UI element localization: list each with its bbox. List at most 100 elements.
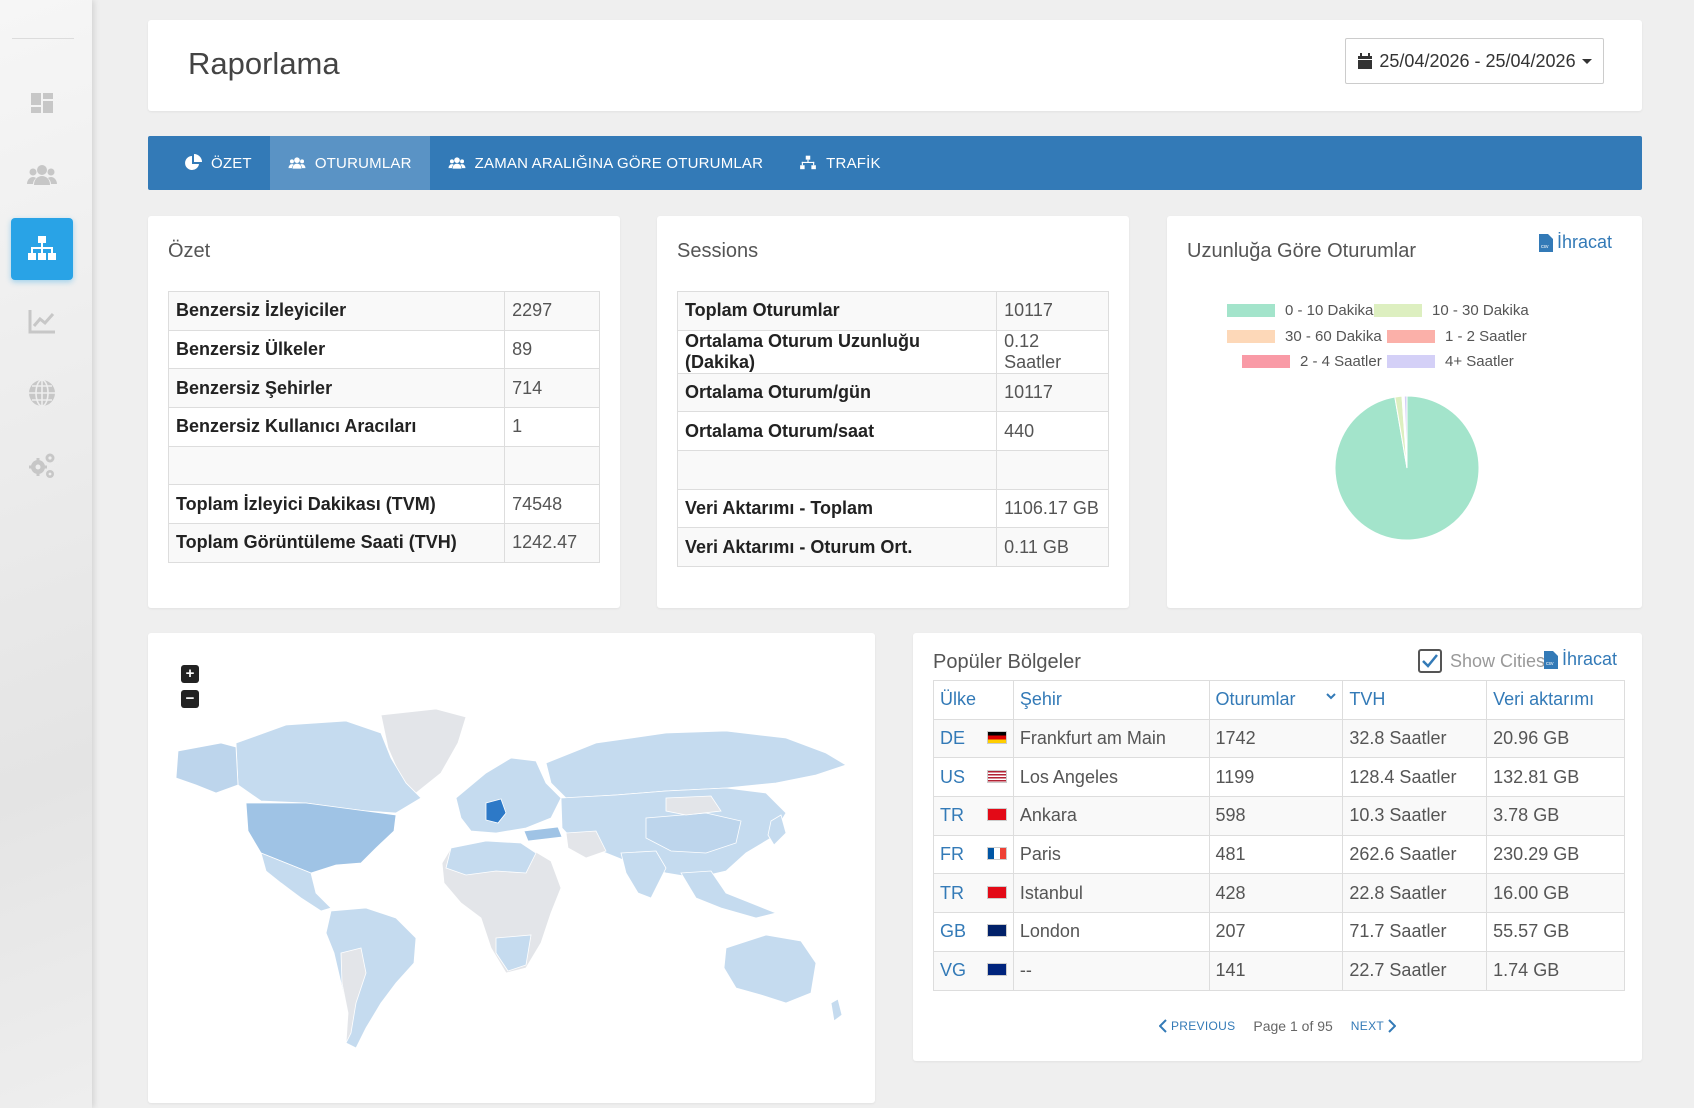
pie-chart [1334, 395, 1480, 541]
map-region-europe [455, 757, 562, 834]
tab-oturumlar[interactable]: OTURUMLAR [269, 136, 430, 190]
world-map[interactable] [166, 703, 856, 1063]
zoom-out-button[interactable]: − [181, 690, 199, 708]
tab-zaman-araligi[interactable]: ZAMAN ARALIĞINA GÖRE OTURUMLAR [430, 136, 782, 190]
stat-row [167, 445, 600, 486]
legend-item[interactable]: 30 - 60 Dakika [1227, 328, 1382, 345]
stat-label: Toplam Oturumlar [676, 291, 998, 331]
previous-page-button[interactable]: PREVIOUS [1158, 1019, 1236, 1033]
stat-row: Veri Aktarımı - Toplam 1106.17 GB [676, 488, 1109, 529]
sitemap-icon [28, 236, 56, 260]
dashboard-icon [31, 93, 53, 113]
country-code[interactable]: TR [940, 805, 964, 826]
legend-label: 10 - 30 Dakika [1432, 302, 1529, 319]
sidebar-item-traffic[interactable] [11, 218, 73, 280]
zoom-in-button[interactable]: + [181, 665, 199, 683]
tab-trafik[interactable]: TRAFİK [781, 136, 899, 190]
data-transfer-cell: 1.74 GB [1486, 950, 1625, 991]
svg-text:csv: csv [1541, 244, 1549, 250]
table-row[interactable]: GB London 207 71.7 Saatler 55.57 GB [933, 912, 1625, 952]
stat-label: Toplam İzleyici Dakikası (TVM) [167, 484, 506, 525]
country-code[interactable]: VG [940, 960, 967, 981]
duration-export-link[interactable]: csv İhracat [1539, 232, 1612, 253]
country-code[interactable]: TR [940, 882, 964, 903]
tab-ozet[interactable]: ÖZET [166, 136, 270, 190]
regions-export-link[interactable]: csv İhracat [1544, 649, 1617, 670]
map-region-south-america [325, 907, 417, 1049]
stat-label: Benzersiz İzleyiciler [167, 291, 506, 331]
stat-label: Toplam Görüntüleme Saati (TVH) [167, 523, 506, 563]
tab-label: ÖZET [211, 154, 252, 172]
data-transfer-cell: 16.00 GB [1486, 873, 1625, 914]
table-row[interactable]: TR Ankara 598 10.3 Saatler 3.78 GB [933, 796, 1625, 836]
stat-label [167, 445, 506, 486]
country-code[interactable]: DE [940, 728, 966, 749]
column-header-data[interactable]: Veri aktarımı [1486, 680, 1625, 720]
stat-row: Benzersiz İzleyiciler 2297 [167, 291, 600, 331]
map-region-canada [235, 720, 422, 814]
country-cell: TR [933, 873, 1014, 914]
stat-row: Benzersiz Şehirler 714 [167, 368, 600, 409]
table-row[interactable]: DE Frankfurt am Main 1742 32.8 Saatler 20.96… [933, 718, 1625, 759]
country-code[interactable]: GB [940, 921, 967, 942]
city-cell: Frankfurt am Main [1012, 718, 1210, 759]
previous-label: PREVIOUS [1170, 1019, 1236, 1033]
next-label: NEXT [1350, 1019, 1385, 1033]
sidebar-item-analytics[interactable] [11, 290, 73, 352]
column-header-country[interactable]: Ülke [933, 680, 1014, 720]
sidebar-item-settings[interactable] [11, 434, 73, 496]
legend-item[interactable]: 10 - 30 Dakika [1374, 302, 1529, 319]
table-row[interactable]: TR Istanbul 428 22.8 Saatler 16.00 GB [933, 873, 1625, 914]
show-cities-toggle[interactable]: Show Cities [1418, 649, 1545, 673]
duration-card: Uzunluğa Göre Oturumlar csv İhracat 0 - … [1167, 216, 1642, 608]
city-cell: Istanbul [1012, 873, 1210, 914]
data-transfer-cell: 55.57 GB [1486, 912, 1625, 952]
table-row[interactable]: US Los Angeles 1199 128.4 Saatler 132.81 GB [933, 757, 1625, 798]
map-region-greenland [380, 708, 467, 794]
legend-item[interactable]: 4+ Saatler [1387, 353, 1514, 370]
column-header-sessions[interactable]: Oturumlar [1208, 680, 1344, 720]
country-code[interactable]: US [940, 766, 966, 787]
country-cell: DE [933, 718, 1014, 759]
stat-value: 89 [504, 329, 600, 370]
stat-value: 2297 [504, 291, 600, 331]
legend-swatch [1374, 304, 1422, 317]
sidebar-item-dashboard[interactable] [11, 72, 73, 134]
sidebar-item-geo[interactable] [11, 362, 73, 424]
column-header-tvh[interactable]: TVH [1342, 680, 1488, 720]
page-info: Page 1 of 95 [1253, 1018, 1333, 1034]
cogs-icon [29, 453, 55, 478]
pie-slice[interactable] [1403, 395, 1408, 469]
regions-card: Popüler Bölgeler Show Cities csv İhracat… [913, 633, 1642, 1061]
stat-value: 714 [504, 368, 600, 409]
show-cities-checkbox[interactable] [1418, 649, 1442, 673]
legend-item[interactable]: 0 - 10 Dakika [1227, 302, 1373, 319]
legend-item[interactable]: 2 - 4 Saatler [1242, 353, 1382, 370]
tvh-cell: 71.7 Saatler [1342, 912, 1488, 952]
next-page-button[interactable]: NEXT [1350, 1019, 1397, 1033]
regions-title: Popüler Bölgeler [933, 651, 1081, 673]
country-code[interactable]: FR [940, 844, 964, 865]
country-cell: VG [933, 950, 1014, 991]
map-region-turkey [523, 826, 563, 842]
date-range-picker[interactable]: 25/04/2026 - 25/04/2026 [1345, 38, 1604, 84]
pie-icon [185, 154, 202, 170]
sidebar-item-users[interactable] [11, 144, 73, 206]
legend-swatch [1387, 330, 1435, 343]
table-row[interactable]: FR Paris 481 262.6 Saatler 230.29 GB [933, 834, 1625, 875]
column-header-city[interactable]: Şehir [1012, 680, 1210, 720]
legend-label: 4+ Saatler [1445, 353, 1514, 370]
tvh-cell: 32.8 Saatler [1342, 718, 1488, 759]
stat-value: 440 [996, 411, 1109, 452]
sessions-card: Sessions Toplam Oturumlar 10117 Ortalama O… [657, 216, 1129, 608]
table-row[interactable]: VG -- 141 22.7 Saatler 1.74 GB [933, 950, 1625, 991]
tvh-cell: 22.8 Saatler [1342, 873, 1488, 914]
stat-value: 1242.47 [504, 523, 600, 563]
duration-title: Uzunluğa Göre Oturumlar [1187, 240, 1416, 262]
stat-label: Benzersiz Şehirler [167, 368, 506, 409]
legend-item[interactable]: 1 - 2 Saatler [1387, 328, 1527, 345]
stat-value [996, 450, 1109, 490]
city-cell: London [1012, 912, 1210, 952]
checkmark-icon [1422, 654, 1438, 668]
tvh-cell: 10.3 Saatler [1342, 796, 1488, 836]
